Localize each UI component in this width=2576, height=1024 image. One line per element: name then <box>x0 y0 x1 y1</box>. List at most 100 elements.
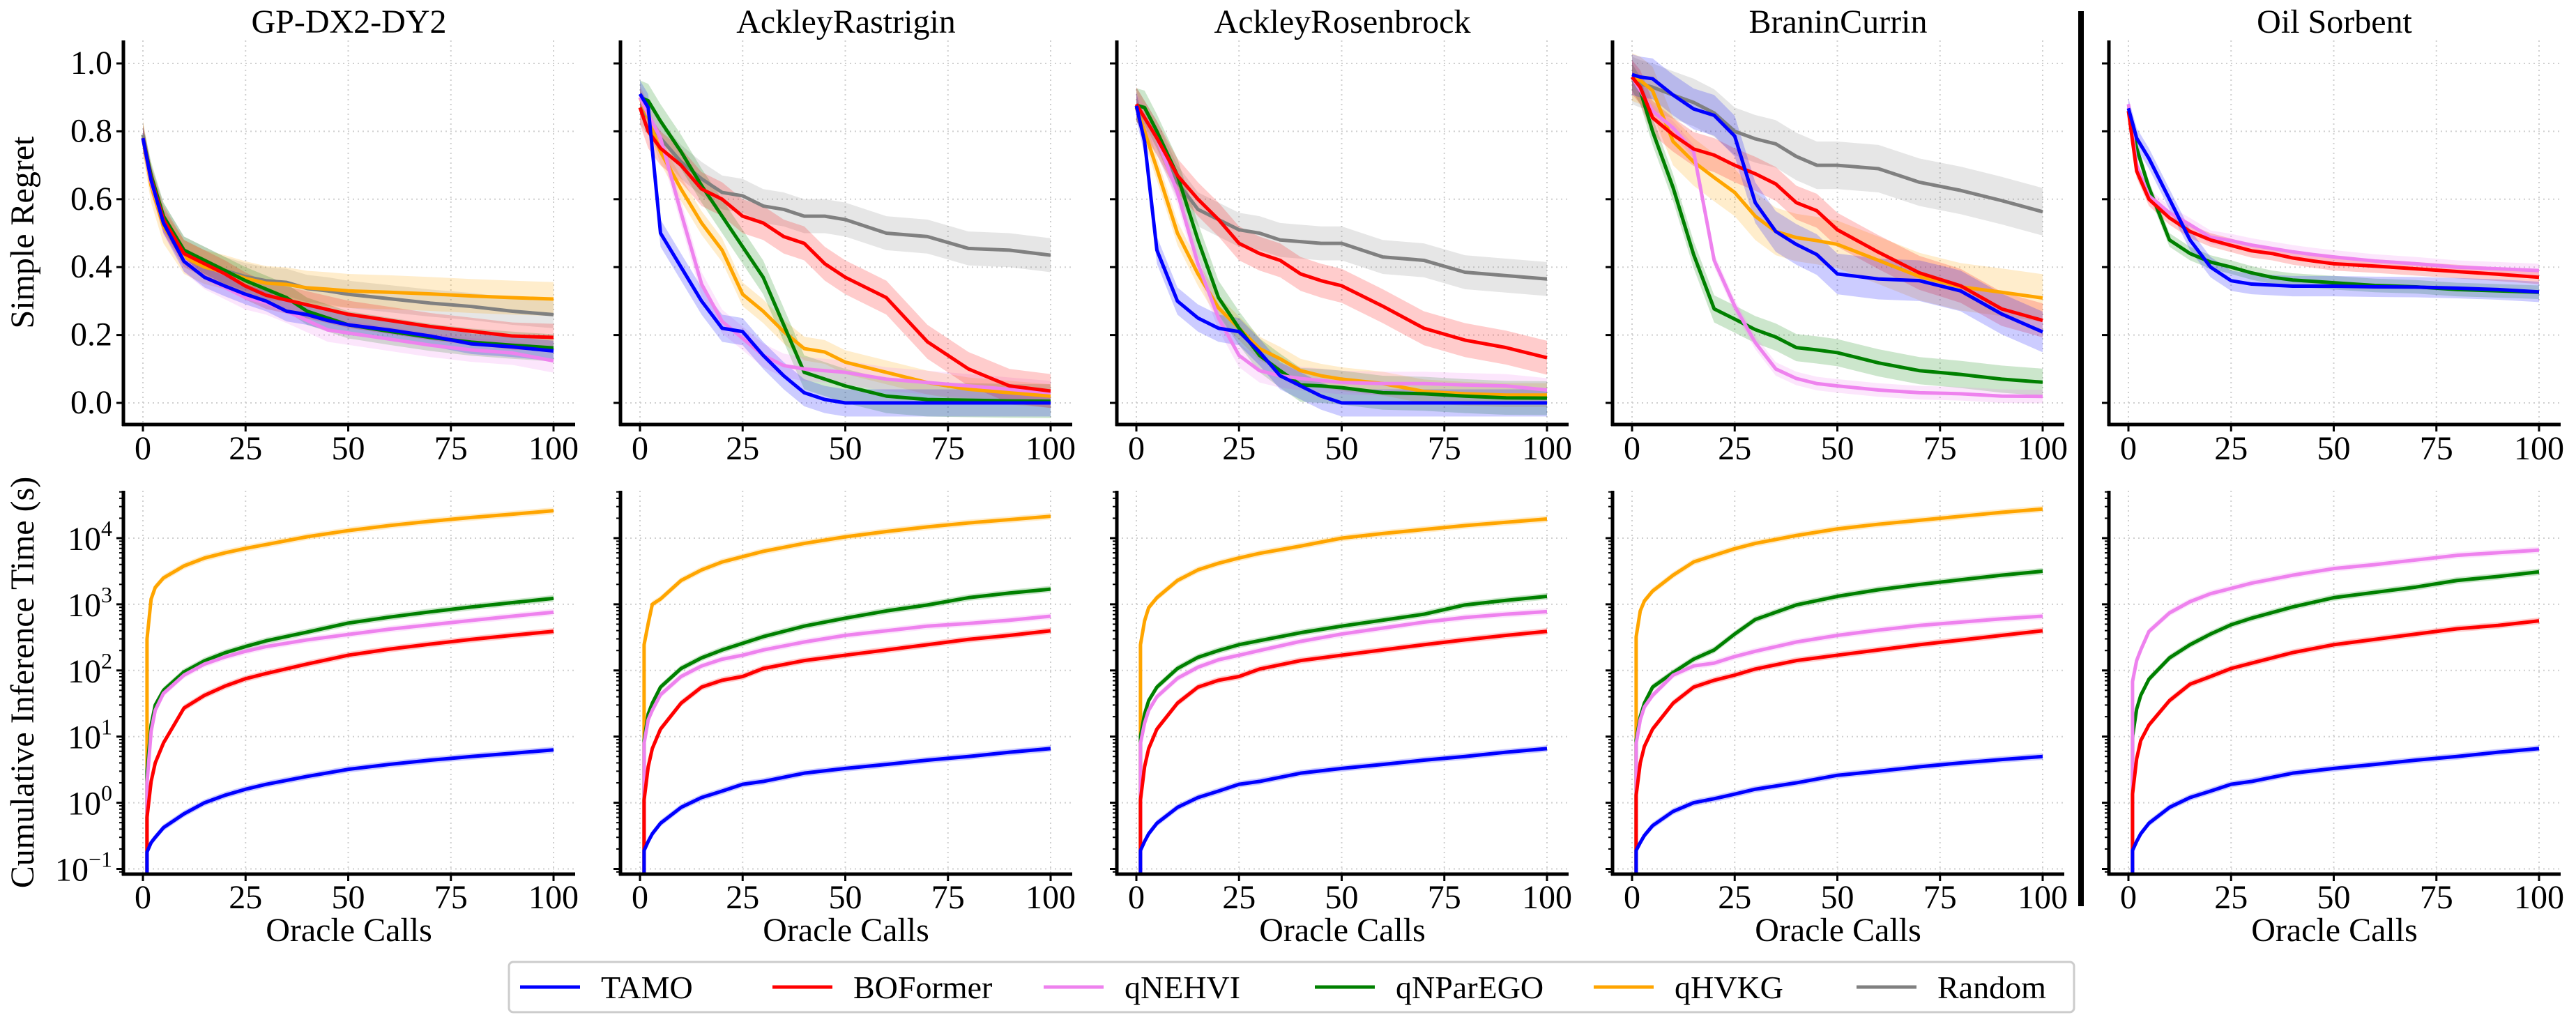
y-tick-label-base: 10 <box>68 653 101 690</box>
line-TAMO <box>1134 105 1547 405</box>
legend-item-random: Random <box>1857 970 2046 1005</box>
regret-panel-2: 0 25 50 75 100 AckleyRosenbrock <box>1110 3 1572 467</box>
band-TAMO <box>1140 745 1547 854</box>
x-tick-label: 50 <box>2317 879 2351 916</box>
x-tick-label: 0 <box>1128 430 1145 467</box>
x-tick-label: 75 <box>1923 879 1957 916</box>
x-tick-label: 100 <box>1026 879 1076 916</box>
x-tick-label: 75 <box>1428 879 1461 916</box>
panel-title: AckleyRastrigin <box>736 3 956 40</box>
line-TAMO <box>2126 107 2540 294</box>
x-tick-label: 50 <box>2317 430 2351 467</box>
line-qNEHVI <box>145 610 554 874</box>
x-tick-label: 75 <box>434 879 468 916</box>
line-qHVKG <box>642 514 1051 874</box>
line-TAMO <box>1138 747 1548 874</box>
x-tick-label: 75 <box>1428 430 1461 467</box>
x-tick-label: 0 <box>1624 879 1640 916</box>
regret-panel-1: 0 25 50 75 100 AckleyRastrigin <box>613 3 1076 467</box>
line-Random <box>639 106 1051 257</box>
y-tick-label-base: 10 <box>55 852 89 889</box>
legend-label: BOFormer <box>853 970 992 1005</box>
x-tick-label: 25 <box>1718 879 1751 916</box>
x-tick-label: 75 <box>434 430 468 467</box>
y-tick-label: 102 <box>68 648 112 690</box>
x-tick-label: 100 <box>528 879 579 916</box>
x-tick-label: 0 <box>135 430 151 467</box>
x-tick-label: 50 <box>1325 879 1359 916</box>
panel-title: AckleyRosenbrock <box>1214 3 1471 40</box>
y-tick-label-exponent: 4 <box>101 516 112 541</box>
band-qHVKG <box>640 85 1051 408</box>
x-tick-label: 50 <box>829 879 862 916</box>
band-qNEHVI <box>146 609 554 786</box>
x-tick-label: 100 <box>2018 879 2068 916</box>
band-TAMO <box>643 745 1051 854</box>
line-qNParEGO <box>1138 595 1548 874</box>
y-tick-label-exponent: −1 <box>89 847 112 872</box>
line-TAMO <box>642 747 1051 874</box>
line-BOFormer <box>2131 619 2540 874</box>
x-tick-label: 0 <box>135 879 151 916</box>
x-tick-label: 25 <box>229 879 262 916</box>
y-tick-label: 100 <box>68 781 112 823</box>
band-qNEHVI <box>1636 613 2043 747</box>
regret-panel-4: 0 25 50 75 100 Oil Sorbent <box>2102 3 2564 467</box>
band-TAMO <box>2132 745 2539 854</box>
legend-item-qhvkg: qHVKG <box>1594 970 1783 1005</box>
legend-label: qHVKG <box>1675 970 1783 1005</box>
band-qHVKG <box>643 512 1051 648</box>
series-group <box>141 121 554 373</box>
line-TAMO <box>145 748 554 874</box>
x-tick-label: 50 <box>1821 879 1854 916</box>
x-tick-label: 50 <box>1325 430 1359 467</box>
line-qNParEGO <box>2131 570 2540 874</box>
y-tick-label-exponent: 2 <box>101 648 112 673</box>
series-group <box>145 507 554 874</box>
x-tick-label: 25 <box>1222 430 1256 467</box>
line-TAMO <box>141 137 554 353</box>
line-qNParEGO <box>1630 76 2043 384</box>
band-qHVKG <box>143 121 554 316</box>
x-tick-label: 50 <box>1821 430 1854 467</box>
x-axis-label: Oracle Calls <box>763 912 929 949</box>
series-group <box>638 80 1051 418</box>
line-qNEHVI <box>642 614 1051 874</box>
y-tick-label: 0.2 <box>70 316 112 353</box>
band-qNParEGO <box>1632 63 2043 396</box>
x-tick-label: 100 <box>1026 430 1076 467</box>
band-qNParEGO <box>2132 568 2539 740</box>
band-Random <box>1632 56 2043 236</box>
line-qNEHVI <box>1630 76 2043 399</box>
x-tick-label: 25 <box>229 430 262 467</box>
series-group <box>2126 97 2540 303</box>
y-tick-label-base: 10 <box>68 719 101 756</box>
x-tick-label: 0 <box>2120 430 2137 467</box>
x-tick-label: 100 <box>2514 879 2564 916</box>
line-qNEHVI <box>638 96 1051 395</box>
line-BOFormer <box>145 629 554 874</box>
line-BOFormer <box>642 629 1051 874</box>
x-tick-label: 25 <box>1222 879 1256 916</box>
line-Random <box>1134 103 1548 281</box>
y-tick-label: 104 <box>68 516 112 558</box>
y-tick-label: 101 <box>68 714 112 756</box>
series-group <box>1634 505 2043 874</box>
x-tick-label: 0 <box>632 430 648 467</box>
line-qNParEGO <box>642 587 1051 874</box>
y-tick-label: 1.0 <box>70 45 112 82</box>
panel-title: GP-DX2-DY2 <box>252 3 447 40</box>
band-Random <box>640 90 1051 273</box>
x-tick-label: 0 <box>1128 879 1145 916</box>
time-panel-4: 0 25 50 75 100 Oracle Calls <box>2102 491 2564 949</box>
x-axis-label: Oracle Calls <box>2251 912 2418 949</box>
x-tick-label: 25 <box>1718 430 1751 467</box>
line-TAMO <box>1634 754 2043 874</box>
x-tick-label: 25 <box>2214 879 2248 916</box>
x-tick-label: 100 <box>2514 430 2564 467</box>
band-TAMO <box>2128 98 2539 303</box>
line-TAMO <box>2131 747 2540 874</box>
line-qNParEGO <box>145 596 554 874</box>
